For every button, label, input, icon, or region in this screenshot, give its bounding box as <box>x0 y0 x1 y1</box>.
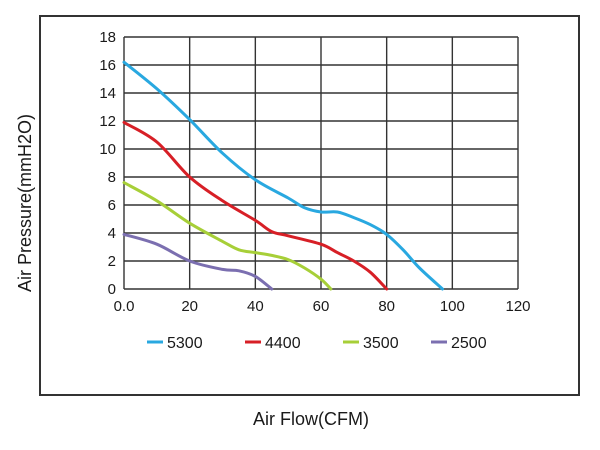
x-tick-label: 120 <box>505 298 530 315</box>
x-tick-label: 40 <box>247 298 264 315</box>
y-axis-label: Air Pressure(mmH2O) <box>15 114 35 292</box>
series-line-2500 <box>122 232 274 291</box>
x-tick-label: 80 <box>378 298 395 315</box>
y-tick-label: 8 <box>108 169 116 186</box>
grid <box>123 36 519 290</box>
legend: 5300 4400 3500 2500 <box>147 335 487 352</box>
y-tick-label: 6 <box>108 197 116 214</box>
y-tick-label: 14 <box>99 85 116 102</box>
series-line-4400 <box>122 120 389 291</box>
x-axis-label: Air Flow(CFM) <box>253 409 369 429</box>
y-tick-label: 2 <box>108 253 116 270</box>
y-tick-labels: 0 2 4 6 8 10 12 14 16 18 <box>99 29 116 298</box>
series-line-5300 <box>122 60 444 291</box>
y-tick-label: 12 <box>99 113 116 130</box>
y-tick-label: 16 <box>99 57 116 74</box>
y-tick-label: 4 <box>108 225 116 242</box>
x-tick-label: 100 <box>440 298 465 315</box>
x-tick-label: 20 <box>181 298 198 315</box>
legend-label-3500: 3500 <box>363 335 399 352</box>
x-tick-label: 60 <box>313 298 330 315</box>
legend-label-4400: 4400 <box>265 335 301 352</box>
legend-label-5300: 5300 <box>167 335 203 352</box>
y-tick-label: 0 <box>108 281 116 298</box>
y-tick-label: 10 <box>99 141 116 158</box>
x-tick-label: 0.0 <box>114 298 135 315</box>
x-tick-labels: 0.0 20 40 60 80 100 120 <box>114 298 531 315</box>
series-lines <box>122 60 444 291</box>
legend-label-2500: 2500 <box>451 335 487 352</box>
series-line-3500 <box>122 181 333 291</box>
chart-frame <box>39 15 580 396</box>
y-tick-label: 18 <box>99 29 116 46</box>
